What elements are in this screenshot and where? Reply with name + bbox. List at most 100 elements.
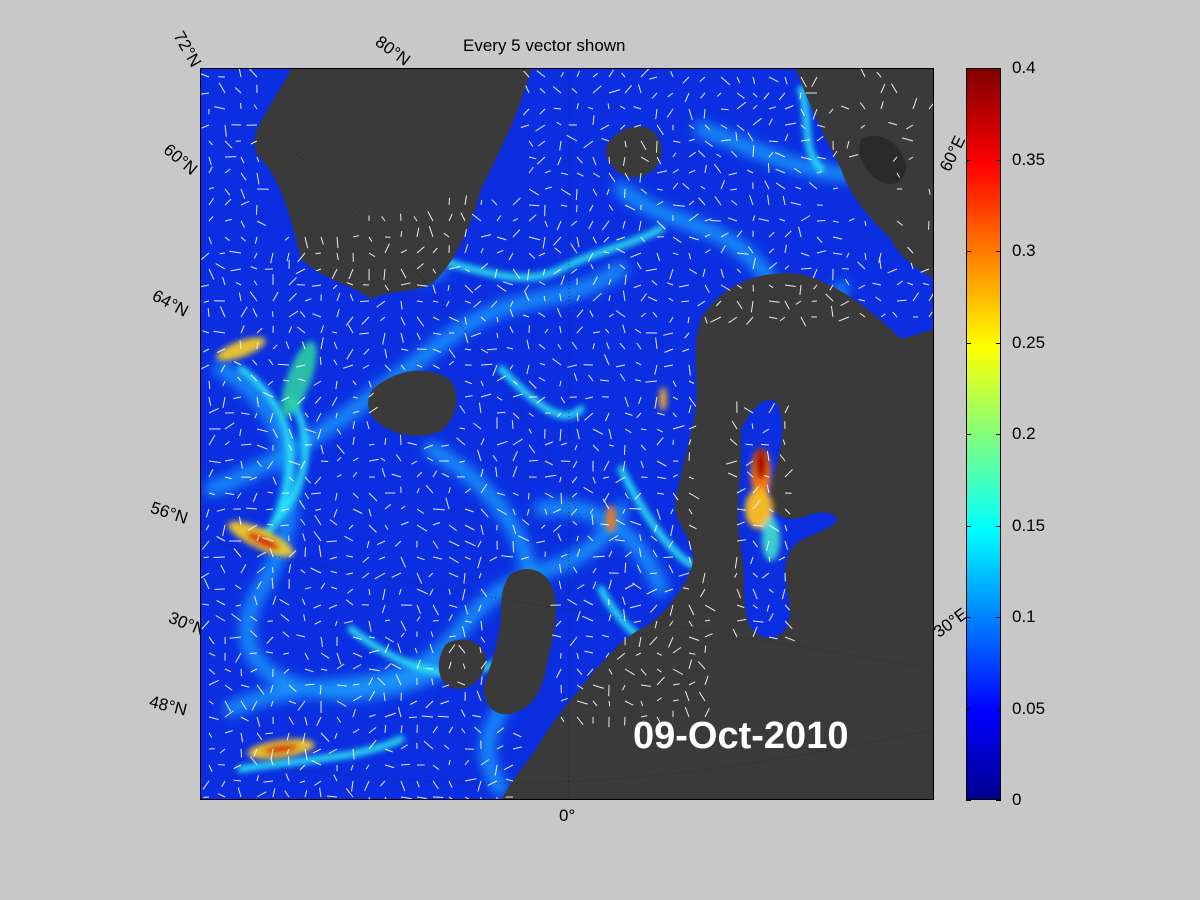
velocity-vector	[782, 195, 786, 206]
velocity-vector	[501, 555, 514, 558]
velocity-vector	[383, 268, 386, 281]
velocity-vector	[352, 235, 360, 238]
velocity-vector	[224, 710, 234, 718]
velocity-vector	[463, 572, 466, 584]
velocity-vector	[352, 508, 363, 514]
velocity-vector	[474, 284, 482, 291]
colorbar-tick-mark	[996, 68, 1001, 69]
velocity-vector	[669, 316, 674, 323]
velocity-vector	[888, 121, 898, 126]
velocity-vector	[656, 220, 666, 230]
velocity-vector	[539, 362, 546, 366]
velocity-vector	[639, 534, 642, 542]
velocity-vector	[265, 651, 274, 654]
velocity-vector	[300, 460, 306, 470]
velocity-vector	[602, 498, 610, 510]
velocity-vector	[208, 492, 215, 496]
velocity-vector	[615, 476, 626, 484]
velocity-vector	[281, 396, 290, 402]
velocity-vector	[205, 508, 210, 518]
velocity-vector	[296, 634, 306, 638]
velocity-vector	[335, 492, 338, 501]
velocity-vector	[400, 780, 406, 792]
velocity-vector	[713, 163, 722, 174]
velocity-vector	[313, 380, 322, 386]
date-stamp: 09-Oct-2010	[633, 715, 849, 757]
velocity-vector	[800, 108, 805, 117]
velocity-vector	[784, 284, 796, 287]
velocity-vector	[880, 83, 886, 94]
velocity-vector	[512, 524, 517, 535]
velocity-vector	[256, 156, 260, 163]
velocity-vector	[800, 156, 812, 161]
velocity-vector	[592, 555, 605, 558]
velocity-vector	[655, 337, 658, 350]
velocity-vector	[208, 380, 211, 390]
velocity-vector	[509, 300, 514, 307]
velocity-vector	[512, 229, 521, 238]
velocity-vector	[256, 396, 259, 408]
velocity-vector	[621, 72, 626, 78]
velocity-vector	[684, 332, 690, 339]
velocity-vector	[464, 524, 475, 531]
velocity-vector	[640, 236, 646, 243]
velocity-vector	[461, 588, 466, 601]
velocity-vector	[864, 252, 867, 260]
velocity-vector	[352, 695, 362, 702]
velocity-vector	[640, 188, 648, 194]
velocity-vector	[512, 393, 524, 398]
velocity-vector	[421, 715, 434, 718]
velocity-vector	[320, 236, 324, 245]
velocity-vector	[477, 540, 482, 548]
velocity-vector	[380, 457, 386, 462]
velocity-vector	[318, 545, 322, 558]
velocity-vector	[391, 473, 402, 478]
velocity-vector	[672, 380, 677, 387]
velocity-vector	[816, 124, 826, 128]
velocity-vector	[205, 524, 210, 531]
velocity-vector	[892, 156, 898, 162]
velocity-vector	[624, 140, 627, 148]
velocity-vector	[656, 156, 662, 165]
velocity-vector	[603, 251, 610, 254]
velocity-vector	[761, 572, 770, 579]
velocity-vector	[413, 216, 418, 222]
velocity-vector	[235, 652, 242, 663]
velocity-vector	[623, 609, 626, 622]
velocity-vector	[672, 425, 685, 430]
velocity-vector	[892, 311, 898, 318]
velocity-vector	[368, 588, 371, 596]
velocity-vector	[746, 471, 754, 478]
velocity-vector	[816, 156, 826, 160]
velocity-vector	[362, 572, 370, 579]
velocity-vector	[624, 84, 633, 94]
velocity-vector	[352, 652, 363, 658]
velocity-vector	[459, 460, 466, 463]
velocity-vector	[784, 300, 790, 310]
velocity-vector	[576, 716, 584, 726]
velocity-vector	[624, 700, 634, 706]
velocity-vector	[592, 343, 595, 350]
velocity-vector	[246, 507, 258, 510]
velocity-vector	[224, 218, 232, 222]
velocity-vector	[846, 140, 850, 149]
velocity-vector	[784, 524, 788, 532]
velocity-vector	[784, 105, 794, 110]
velocity-vector	[622, 156, 626, 166]
velocity-vector	[512, 508, 516, 515]
velocity-vector	[928, 220, 930, 230]
velocity-vector	[649, 76, 658, 80]
velocity-vector	[464, 284, 474, 294]
velocity-vector	[816, 236, 823, 244]
velocity-vector	[220, 364, 226, 373]
velocity-vector	[654, 396, 658, 409]
velocity-vector	[736, 284, 743, 289]
velocity-vector	[775, 182, 786, 190]
velocity-vector	[764, 180, 770, 190]
velocity-vector	[314, 620, 322, 625]
velocity-vector	[384, 725, 387, 734]
velocity-vector	[352, 380, 357, 386]
velocity-vector	[400, 744, 408, 750]
velocity-vector	[781, 588, 786, 600]
velocity-vector	[213, 556, 226, 558]
